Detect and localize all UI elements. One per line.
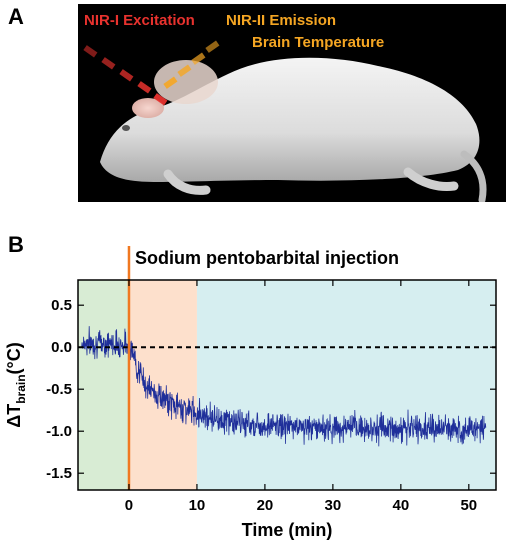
x-tick-label: 0 bbox=[125, 497, 133, 514]
plot-frame bbox=[77, 279, 497, 491]
series-line-0 bbox=[81, 326, 487, 447]
rat-hindleg bbox=[403, 167, 459, 191]
rat-body bbox=[100, 57, 480, 182]
x-tick-label: 40 bbox=[393, 497, 410, 514]
temperature-chart: Sodium pentobarbital injection 0 10 20 30 40… bbox=[4, 246, 497, 540]
x-tick-label: 10 bbox=[189, 497, 206, 514]
phase-region-1 bbox=[128, 280, 197, 490]
rat-illustration bbox=[83, 40, 487, 202]
rat-foreleg bbox=[163, 169, 211, 195]
emission-beam bbox=[163, 40, 220, 89]
x-axis-label: Time (min) bbox=[242, 520, 333, 540]
x-tick-label: 20 bbox=[257, 497, 274, 514]
phase-regions bbox=[78, 280, 496, 490]
rat-skull bbox=[154, 60, 218, 104]
emission-label: NIR-II Emission bbox=[226, 12, 337, 29]
y-label-sub: brain bbox=[14, 374, 28, 403]
y-tick-label: 0.5 bbox=[51, 297, 72, 314]
x-tick-label: 30 bbox=[325, 497, 342, 514]
x-axis-ticks: 0 10 20 30 40 50 bbox=[125, 280, 477, 514]
y-tick-label: -1.0 bbox=[46, 423, 72, 440]
temperature-label: Brain Temperature bbox=[252, 34, 385, 51]
rat-ear bbox=[132, 98, 164, 118]
y-tick-label: -1.5 bbox=[46, 465, 72, 482]
rat-tail bbox=[460, 150, 487, 202]
y-label-unit: (°C) bbox=[4, 342, 24, 374]
y-axis-label: ΔTbrain(°C) bbox=[4, 342, 28, 427]
injection-annotation: Sodium pentobarbital injection bbox=[135, 248, 399, 268]
temperature-trace bbox=[81, 326, 487, 447]
rat-photo-panel: NIR-I Excitation NIR-II Emission Brain T… bbox=[78, 4, 506, 202]
y-tick-label: 0.0 bbox=[51, 339, 72, 356]
phase-region-2 bbox=[196, 280, 496, 490]
x-tick-label: 50 bbox=[460, 497, 477, 514]
phase-region-0 bbox=[78, 280, 129, 490]
excitation-beam bbox=[83, 45, 168, 106]
excitation-label: NIR-I Excitation bbox=[84, 12, 195, 29]
panel-b-letter: B bbox=[8, 232, 24, 257]
rat-eye bbox=[122, 125, 130, 131]
y-label-main: ΔT bbox=[4, 404, 24, 428]
y-tick-label: -0.5 bbox=[46, 381, 72, 398]
y-axis-ticks: 0.5 0.0 -0.5 -1.0 -1.5 bbox=[46, 297, 496, 482]
panel-a-letter: A bbox=[8, 4, 24, 29]
